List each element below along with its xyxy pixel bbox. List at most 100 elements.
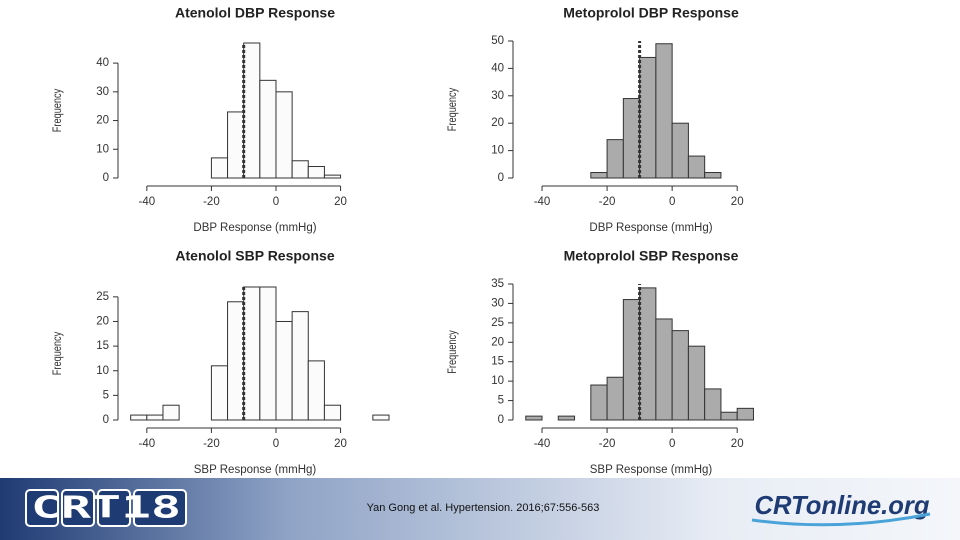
y-tick-label: 0: [103, 414, 109, 426]
bar: [227, 301, 245, 421]
bar: [704, 172, 722, 179]
y-tick-label: 25: [96, 291, 109, 303]
x-tick-label: 20: [334, 196, 347, 208]
y-tick-label: 30: [96, 86, 109, 98]
y-tick-label: 50: [491, 35, 504, 47]
bar: [671, 330, 689, 421]
x-tick-label: 0: [669, 438, 675, 450]
bar: [275, 91, 293, 179]
x-axis-label: SBP Response (mmHg): [590, 464, 713, 476]
x-tick-label: 20: [334, 438, 347, 450]
bar: [606, 376, 624, 421]
x-axis-label: DBP Response (mmHg): [193, 222, 316, 234]
y-tick-label: 20: [491, 336, 504, 348]
y-tick-label: 10: [96, 365, 109, 377]
bar: [259, 79, 277, 179]
x-axis-label: DBP Response (mmHg): [589, 222, 712, 234]
x-tick-label: -40: [534, 196, 551, 208]
bar: [557, 415, 576, 421]
bar: [687, 345, 706, 421]
y-tick-label: 40: [491, 62, 504, 74]
chart-title: Atenolol SBP Response: [175, 248, 334, 264]
bar: [736, 407, 754, 421]
y-tick-label: 0: [498, 172, 504, 184]
bar: [162, 404, 180, 421]
bar: [720, 411, 738, 421]
x-tick-label: 0: [273, 196, 279, 208]
y-tick-label: 20: [491, 117, 504, 129]
y-tick-label: 10: [491, 145, 504, 157]
y-tick-label: 25: [491, 317, 504, 329]
y-tick-label: 0: [498, 414, 504, 426]
y-axis-label: Frequency: [447, 87, 459, 131]
y-tick-label: 20: [96, 115, 109, 127]
x-tick-label: 0: [273, 438, 279, 450]
y-tick-label: 5: [103, 389, 109, 401]
bar: [130, 414, 148, 421]
bar: [210, 365, 229, 421]
bar: [291, 160, 309, 179]
bar: [590, 384, 608, 421]
y-tick-label: 20: [96, 316, 109, 328]
logo-swoosh: [751, 512, 931, 527]
y-tick-label: 35: [491, 278, 504, 290]
bar: [704, 388, 722, 421]
y-tick-label: 40: [96, 57, 109, 69]
bar: [323, 404, 342, 421]
x-tick-label: -20: [203, 438, 220, 450]
x-tick-label: -20: [599, 196, 616, 208]
bar: [372, 414, 390, 421]
bar: [243, 42, 261, 179]
bar: [639, 287, 657, 421]
bar: [146, 414, 164, 421]
bar: [227, 111, 245, 179]
chart-title: Metoprolol DBP Response: [563, 5, 739, 21]
x-tick-label: 20: [731, 196, 744, 208]
bar: [259, 286, 277, 421]
bar: [622, 299, 641, 421]
y-tick-label: 5: [498, 395, 504, 407]
x-tick-label: -40: [139, 438, 156, 450]
x-tick-label: 20: [731, 438, 744, 450]
bar: [655, 43, 673, 179]
bar: [622, 98, 641, 179]
x-tick-label: -40: [534, 438, 551, 450]
bar: [307, 360, 325, 421]
y-axis-label: Frequency: [52, 331, 64, 375]
bar: [671, 122, 689, 179]
y-tick-label: 10: [96, 143, 109, 155]
bar: [606, 139, 624, 179]
bar: [525, 415, 543, 421]
logo-left: CRT18: [25, 489, 187, 527]
chart-title: Metoprolol SBP Response: [564, 248, 739, 264]
x-axis-label: SBP Response (mmHg): [194, 464, 317, 476]
y-tick-label: 15: [491, 356, 504, 368]
x-tick-label: -20: [203, 196, 220, 208]
bar: [639, 56, 657, 179]
bar: [655, 318, 673, 421]
bar: [323, 174, 342, 179]
bar: [307, 166, 325, 179]
y-tick-label: 15: [96, 340, 109, 352]
bar: [590, 172, 608, 179]
bar: [243, 286, 261, 421]
logo-right: CRTonline.org: [755, 490, 930, 520]
bar: [291, 311, 309, 421]
y-axis-label: Frequency: [447, 330, 459, 374]
x-tick-label: -20: [599, 438, 616, 450]
bar: [210, 157, 229, 179]
y-axis-label: Frequency: [52, 88, 64, 132]
bar: [275, 320, 293, 421]
y-tick-label: 0: [103, 172, 109, 184]
chart-title: Atenolol DBP Response: [175, 5, 335, 21]
citation: Yan Gong et al. Hypertension. 2016;67:55…: [367, 502, 600, 514]
logo-left-text: CRT18: [31, 491, 181, 526]
y-tick-label: 10: [491, 375, 504, 387]
x-tick-label: -40: [139, 196, 156, 208]
x-tick-label: 0: [669, 196, 675, 208]
bar: [687, 155, 706, 179]
y-tick-label: 30: [491, 90, 504, 102]
y-tick-label: 30: [491, 297, 504, 309]
